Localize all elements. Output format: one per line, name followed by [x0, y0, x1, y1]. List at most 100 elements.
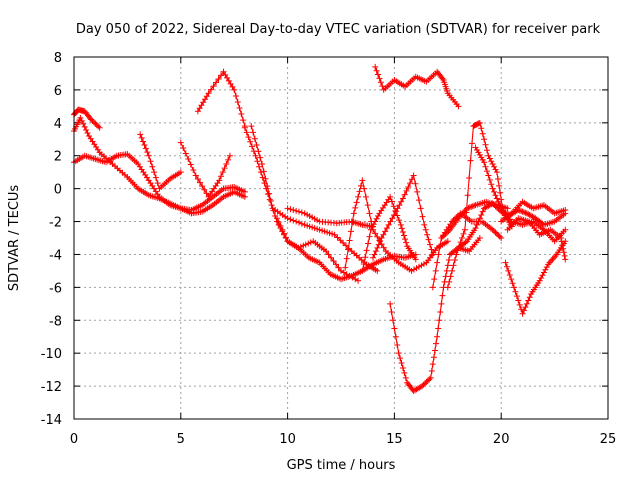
data-point: [525, 297, 532, 304]
data-point: [497, 189, 504, 196]
series-track-14: [372, 63, 462, 110]
data-point: [372, 63, 379, 70]
data-point: [180, 145, 187, 152]
data-point: [238, 111, 245, 118]
data-point: [328, 254, 335, 261]
data-point: [92, 120, 99, 127]
data-point: [362, 193, 369, 200]
series-track-22: [504, 215, 569, 263]
data-point: [492, 192, 499, 199]
series-track-12: [359, 193, 419, 274]
data-point: [281, 230, 288, 237]
data-point: [499, 209, 506, 216]
data-point: [389, 317, 396, 324]
data-point: [446, 278, 453, 285]
data-point: [410, 172, 417, 179]
data-point: [325, 251, 332, 258]
data-point: [362, 254, 369, 261]
data-point: [479, 208, 486, 215]
data-point: [372, 230, 379, 237]
data-point: [255, 148, 262, 155]
data-point: [372, 248, 379, 255]
data-point: [516, 301, 523, 308]
data-point: [482, 141, 489, 148]
data-point: [498, 208, 505, 215]
data-point: [397, 355, 404, 362]
data-point: [372, 218, 379, 225]
data-point: [342, 264, 349, 271]
data-point: [284, 215, 291, 222]
data-point: [378, 235, 385, 241]
data-point: [560, 245, 567, 252]
data-point: [397, 221, 404, 228]
data-point: [522, 304, 529, 311]
data-point: [251, 135, 258, 142]
data-point: [352, 204, 359, 211]
data-point: [476, 215, 483, 222]
data-point: [558, 238, 565, 245]
data-point: [187, 161, 194, 168]
data-point: [203, 190, 210, 197]
data-point: [417, 205, 424, 212]
data-point: [538, 275, 545, 282]
x-axis-title: GPS time / hours: [287, 458, 396, 473]
data-point: [398, 360, 405, 367]
series-track-8: [248, 123, 381, 274]
data-point: [198, 102, 205, 109]
chart-title: Day 050 of 2022, Sidereal Day-to-day VTE…: [76, 22, 601, 37]
data-point: [435, 251, 442, 258]
data-point: [493, 230, 500, 237]
data-point: [250, 129, 257, 136]
data-point: [282, 234, 289, 241]
data-point: [483, 168, 490, 175]
data-point: [476, 235, 483, 241]
data-point: [205, 90, 212, 97]
data-point: [345, 246, 352, 253]
data-point: [258, 160, 265, 167]
series-track-15: [387, 235, 483, 395]
data-point: [290, 217, 297, 224]
data-point: [373, 67, 380, 74]
data-point: [444, 262, 451, 269]
data-point: [197, 179, 204, 186]
data-point: [495, 232, 502, 239]
y-tick-label: -6: [49, 281, 62, 296]
data-point: [489, 226, 496, 233]
data-point: [293, 218, 300, 225]
y-tick-label: -4: [49, 248, 62, 263]
data-point: [241, 193, 248, 200]
data-point: [561, 252, 568, 259]
data-point: [137, 131, 144, 138]
data-point: [364, 202, 371, 209]
data-point: [380, 244, 387, 251]
data-point: [213, 79, 220, 86]
data-point: [223, 160, 230, 167]
y-tick-label: 4: [54, 117, 62, 132]
data-point: [95, 123, 102, 130]
data-point: [83, 126, 90, 133]
data-point: [323, 248, 330, 255]
data-point: [224, 74, 231, 81]
data-point: [523, 300, 530, 307]
data-point: [475, 120, 482, 127]
data-point: [475, 218, 482, 225]
data-point: [478, 211, 485, 218]
data-point: [347, 228, 354, 235]
data-point: [154, 180, 161, 187]
data-point: [478, 125, 485, 132]
data-point: [375, 213, 382, 220]
data-point: [387, 218, 394, 225]
data-point: [279, 226, 286, 233]
data-point: [453, 251, 460, 258]
data-point: [398, 225, 405, 232]
data-point: [460, 230, 467, 237]
data-point: [264, 183, 271, 190]
data-point: [429, 284, 436, 291]
data-point: [287, 216, 294, 223]
data-point: [196, 105, 203, 112]
data-point: [415, 197, 422, 204]
data-point: [434, 259, 441, 266]
data-point: [375, 71, 382, 78]
series-track-4: [137, 131, 184, 192]
data-point: [466, 204, 473, 211]
